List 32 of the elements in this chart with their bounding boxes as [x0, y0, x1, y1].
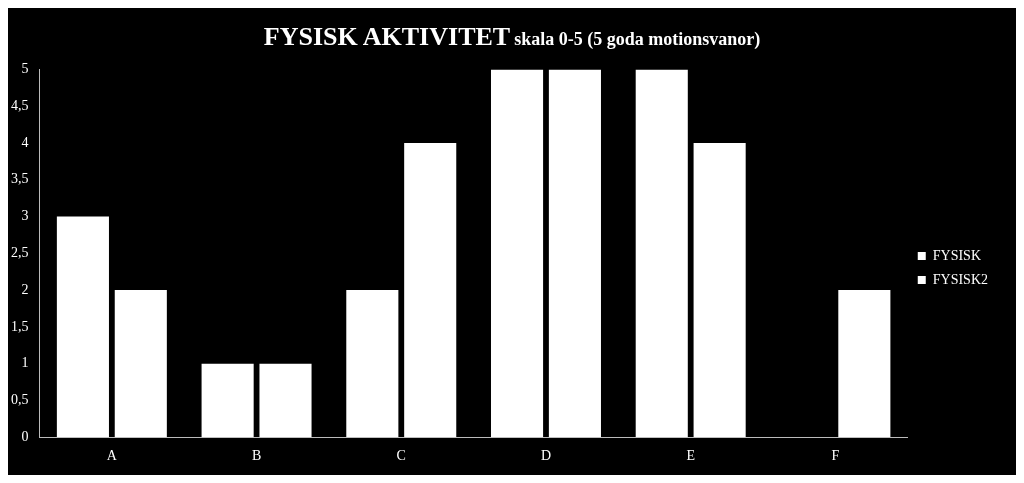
legend-label: FYSISK: [932, 247, 982, 263]
bar: [404, 142, 457, 438]
y-tick-label: 0,5: [11, 392, 29, 408]
bar: [114, 290, 167, 438]
y-tick-label: 1,5: [11, 318, 29, 334]
bar: [56, 216, 109, 438]
x-tick-label: C: [396, 448, 406, 464]
bar: [693, 142, 746, 438]
y-tick-label: 4: [21, 134, 29, 150]
bar: [548, 69, 601, 438]
x-tick-label: D: [540, 448, 552, 464]
x-tick-label: A: [106, 448, 118, 464]
bar: [635, 69, 688, 438]
chart-title: FYSISK AKTIVITET: [263, 22, 511, 51]
y-tick-label: 4,5: [11, 97, 29, 113]
bar: [259, 363, 312, 438]
y-tick-label: 3,5: [11, 171, 29, 187]
bar: [838, 290, 891, 438]
bar: [201, 363, 254, 438]
y-tick-label: 0: [21, 428, 29, 444]
bar: [491, 69, 544, 438]
x-tick-label: B: [251, 448, 262, 464]
x-tick-label: E: [686, 448, 695, 464]
y-tick-label: 1: [21, 355, 29, 371]
y-tick-label: 2,5: [11, 244, 29, 260]
x-tick-label: F: [831, 448, 840, 464]
y-tick-label: 5: [21, 61, 29, 77]
bar: [346, 290, 399, 438]
legend-label: FYSISK2: [932, 271, 989, 287]
y-tick-label: 3: [21, 208, 29, 224]
chart-subtitle: skala 0-5 (5 goda motionsvanor): [514, 29, 761, 49]
y-tick-label: 2: [21, 281, 29, 297]
